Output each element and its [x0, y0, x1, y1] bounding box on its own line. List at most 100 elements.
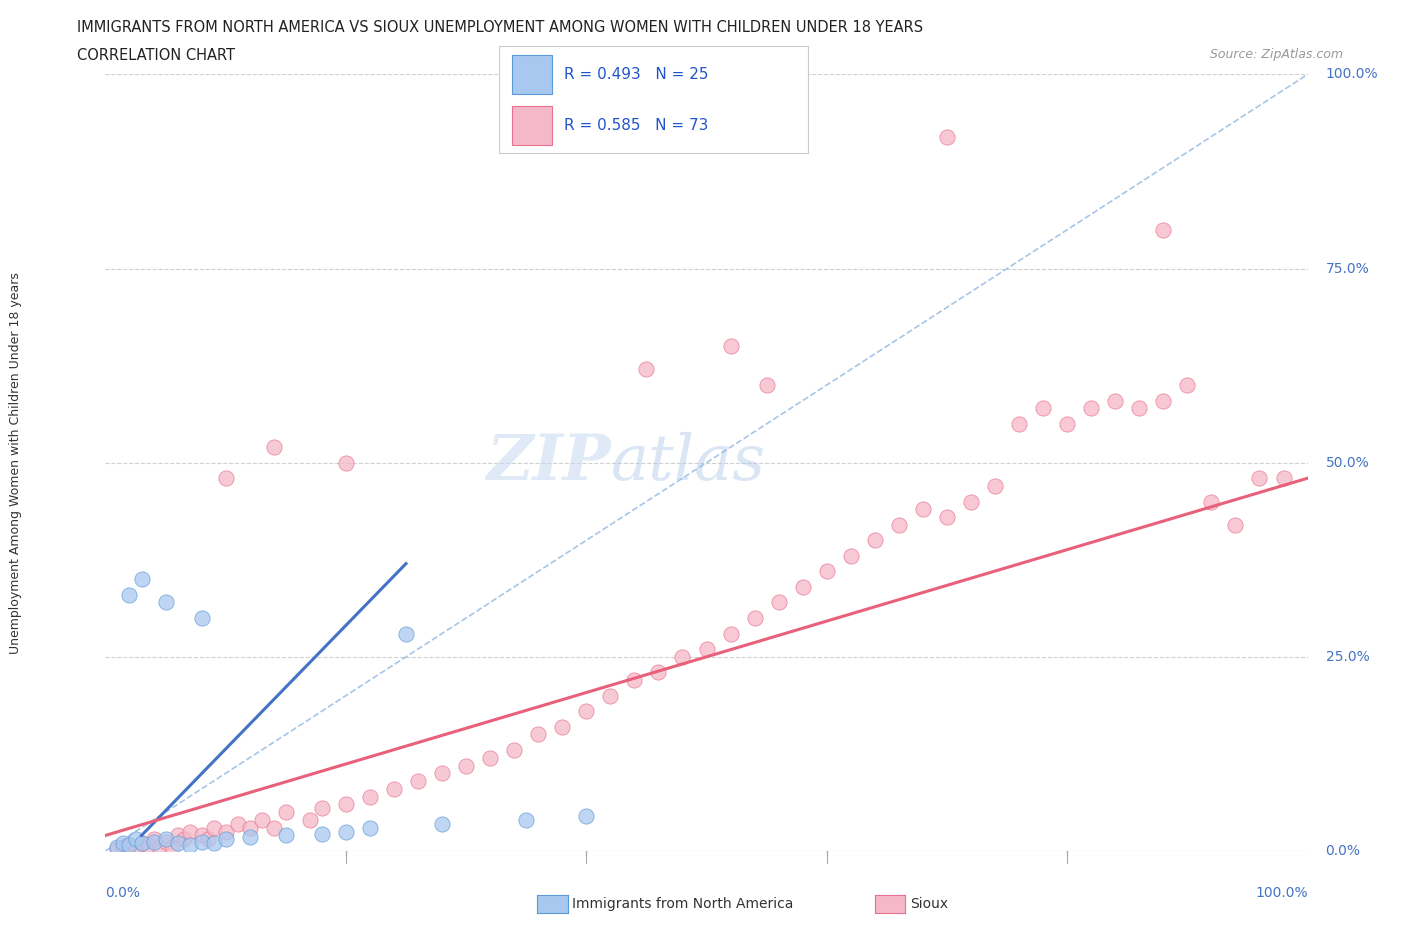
Text: IMMIGRANTS FROM NORTH AMERICA VS SIOUX UNEMPLOYMENT AMONG WOMEN WITH CHILDREN UN: IMMIGRANTS FROM NORTH AMERICA VS SIOUX U…	[77, 20, 924, 35]
Point	[263, 440, 285, 455]
Text: 50.0%: 50.0%	[1326, 456, 1369, 470]
Point	[239, 820, 262, 835]
Point	[131, 836, 153, 851]
Text: Source: ZipAtlas.com: Source: ZipAtlas.com	[1209, 48, 1343, 61]
Text: R = 0.493   N = 25: R = 0.493 N = 25	[564, 67, 709, 82]
Point	[179, 837, 201, 852]
Point	[720, 626, 742, 641]
Point	[1175, 378, 1198, 392]
Point	[166, 828, 188, 843]
Point	[112, 840, 135, 855]
Point	[1128, 401, 1150, 416]
Point	[142, 834, 165, 849]
Point	[335, 824, 357, 839]
Point	[335, 456, 357, 471]
Point	[815, 564, 838, 578]
Point	[792, 579, 814, 594]
Point	[768, 595, 790, 610]
Point	[214, 824, 236, 839]
Point	[190, 611, 212, 626]
Point	[1008, 417, 1031, 432]
Point	[575, 704, 598, 719]
Point	[503, 742, 526, 757]
Point	[173, 831, 195, 846]
Point	[839, 549, 862, 564]
Point	[887, 517, 910, 532]
Point	[124, 840, 146, 855]
Point	[960, 494, 983, 509]
Point	[623, 672, 645, 687]
Point	[395, 626, 418, 641]
Point	[430, 766, 453, 781]
Point	[142, 831, 165, 846]
Text: 75.0%: 75.0%	[1326, 261, 1369, 275]
Point	[214, 831, 236, 846]
Point	[190, 828, 212, 843]
Point	[406, 774, 429, 789]
Point	[335, 797, 357, 812]
Text: 25.0%: 25.0%	[1326, 650, 1369, 664]
Point	[599, 688, 621, 703]
Point	[1080, 401, 1102, 416]
Point	[1201, 494, 1223, 509]
Point	[527, 727, 550, 742]
Point	[118, 837, 141, 852]
Point	[696, 642, 718, 657]
Point	[197, 831, 219, 846]
Point	[298, 813, 321, 828]
Point	[124, 831, 146, 846]
Point	[671, 649, 693, 664]
Point	[863, 533, 886, 548]
Point	[936, 510, 959, 525]
Point	[575, 808, 598, 823]
Point	[382, 781, 405, 796]
Point	[311, 827, 333, 842]
Point	[1152, 222, 1174, 237]
Point	[720, 339, 742, 353]
Point	[155, 834, 177, 849]
Point	[911, 502, 934, 517]
Point	[136, 837, 159, 852]
FancyBboxPatch shape	[512, 106, 551, 145]
Point	[311, 801, 333, 816]
Point	[263, 820, 285, 835]
Point	[515, 813, 537, 828]
Point	[148, 840, 170, 855]
Point	[274, 804, 297, 819]
Text: 100.0%: 100.0%	[1256, 886, 1308, 900]
Point	[359, 820, 381, 835]
Point	[647, 665, 669, 680]
Point	[359, 790, 381, 804]
Point	[131, 572, 153, 587]
Point	[1225, 517, 1247, 532]
Point	[936, 129, 959, 144]
Point	[1249, 471, 1271, 485]
Point	[190, 834, 212, 849]
Point	[226, 817, 249, 831]
Point	[1272, 471, 1295, 485]
Point	[160, 840, 183, 855]
Point	[1104, 393, 1126, 408]
Text: R = 0.585   N = 73: R = 0.585 N = 73	[564, 118, 709, 133]
Point	[179, 824, 201, 839]
Point	[755, 378, 778, 392]
Text: atlas: atlas	[610, 432, 765, 494]
Point	[239, 830, 262, 844]
Point	[1032, 401, 1054, 416]
Text: 100.0%: 100.0%	[1326, 67, 1378, 82]
Point	[118, 587, 141, 602]
Point	[107, 840, 129, 855]
Point	[454, 758, 477, 773]
Text: ZIP: ZIP	[486, 432, 610, 494]
Point	[744, 611, 766, 626]
Point	[1056, 417, 1078, 432]
Point	[274, 828, 297, 843]
Point	[131, 836, 153, 851]
Text: Unemployment Among Women with Children Under 18 years: Unemployment Among Women with Children U…	[8, 272, 21, 654]
Point	[1152, 393, 1174, 408]
Point	[551, 719, 574, 734]
Point	[118, 837, 141, 852]
Point	[155, 831, 177, 846]
Point	[250, 813, 273, 828]
Point	[430, 817, 453, 831]
